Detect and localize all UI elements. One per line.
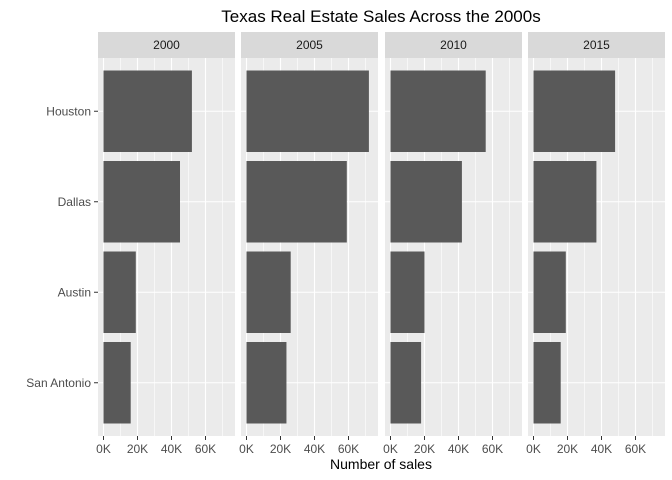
x-tick-label: 60K (625, 442, 646, 456)
bar-2015-houston (533, 70, 616, 152)
chart-title: Texas Real Estate Sales Across the 2000s (221, 7, 540, 26)
y-axis: Houston Dallas Austin San Antonio (26, 104, 98, 390)
x-tick-label: 60K (482, 442, 503, 456)
facet-strip (385, 32, 522, 58)
facet-panel-2005: 2005 0K 20K 40K 60K (239, 32, 378, 456)
bar-2005-dallas (246, 161, 347, 243)
y-tick-label: Dallas (58, 195, 91, 209)
x-tick-label: 0K (96, 442, 111, 456)
facet-panel-2015: 2015 0K 20K 40K 60K (526, 32, 665, 456)
x-tick-label: 0K (383, 442, 398, 456)
bar-2015-san-antonio (533, 342, 561, 424)
x-tick-label: 40K (591, 442, 612, 456)
facet-strip-label: 2005 (296, 38, 323, 52)
x-tick-label: 20K (270, 442, 291, 456)
x-tick-label: 40K (161, 442, 182, 456)
bar-2015-austin (533, 251, 566, 333)
x-tick-label: 0K (239, 442, 254, 456)
x-tick-label: 20K (557, 442, 578, 456)
facet-panel-2010: 2010 0K 20K 40K 60K (383, 32, 522, 456)
bar-2010-austin (390, 251, 425, 333)
facet-strip-label: 2010 (440, 38, 467, 52)
x-tick-label: 20K (414, 442, 435, 456)
facet-strip (528, 32, 665, 58)
facet-panel-2000: 2000 0K 20K 40K 60K (96, 32, 235, 456)
facet-strip-label: 2015 (583, 38, 610, 52)
facet-strip (241, 32, 378, 58)
bar-2010-dallas (390, 161, 462, 243)
bar-2000-austin (103, 251, 136, 333)
facet-panels: 2000 0K 20K 40K 60K 2005 0K 20K 40K 60K 2010 0K 20K 4… (96, 32, 665, 456)
bar-2010-san-antonio (390, 342, 422, 424)
x-tick-label: 20K (127, 442, 148, 456)
y-tick-label: Houston (46, 104, 91, 118)
x-axis-title: Number of sales (330, 456, 432, 472)
x-tick-label: 40K (448, 442, 469, 456)
y-tick-label: San Antonio (26, 376, 91, 390)
bar-2000-dallas (103, 161, 180, 243)
x-tick-label: 40K (304, 442, 325, 456)
bar-2015-dallas (533, 161, 597, 243)
bar-2005-austin (246, 251, 291, 333)
bar-2000-san-antonio (103, 342, 131, 424)
bar-2000-houston (103, 70, 192, 152)
bar-2005-houston (246, 70, 369, 152)
facet-strip-label: 2000 (153, 38, 180, 52)
facet-strip (98, 32, 235, 58)
x-tick-label: 60K (338, 442, 359, 456)
y-tick-label: Austin (58, 285, 91, 299)
bar-2005-san-antonio (246, 342, 287, 424)
bar-2010-houston (390, 70, 486, 152)
x-tick-label: 60K (195, 442, 216, 456)
x-tick-label: 0K (526, 442, 541, 456)
